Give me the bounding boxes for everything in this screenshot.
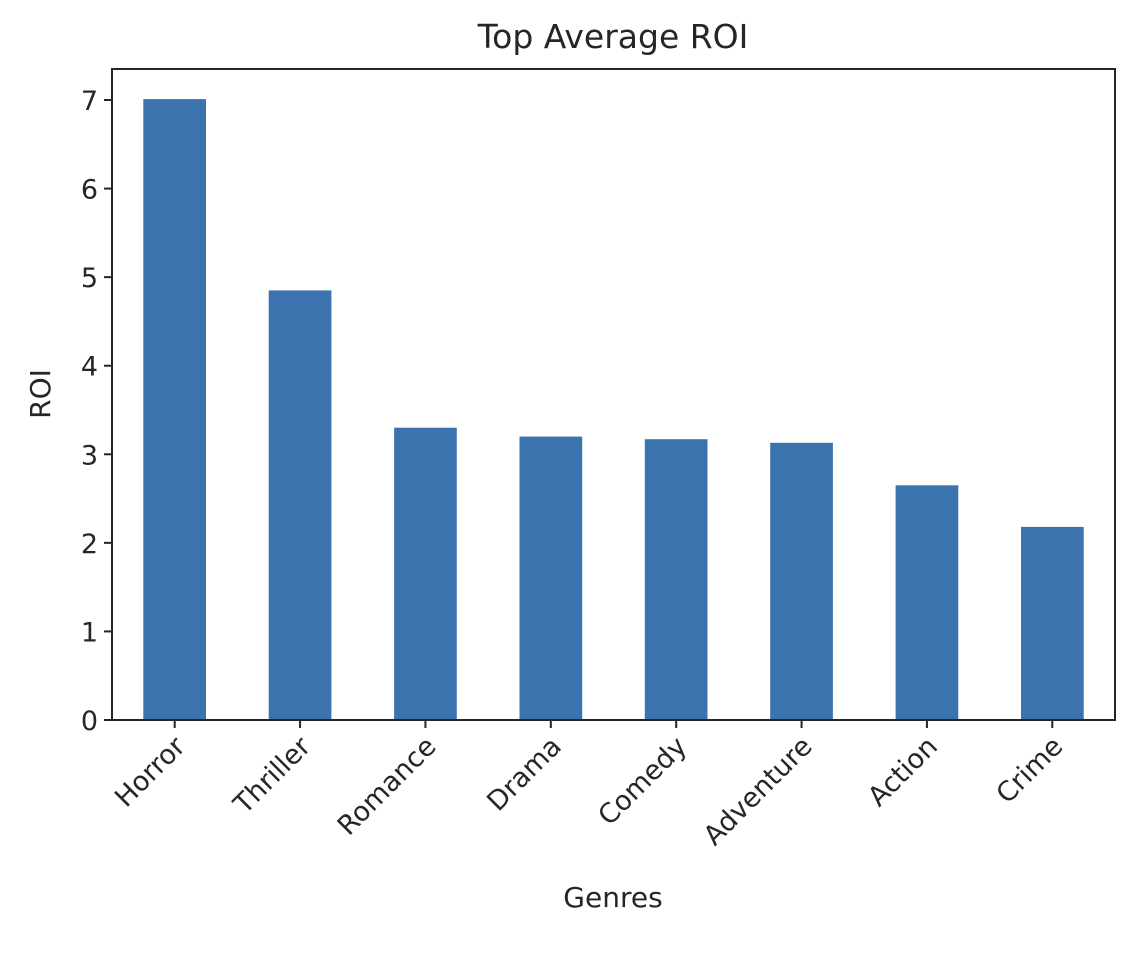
y-axis-ticks: 0 1 2 3 4 5 6 7: [81, 86, 112, 737]
y-tick-label: 3: [81, 440, 98, 471]
y-tick-label: 0: [81, 706, 98, 737]
x-tick-label: Comedy: [592, 731, 693, 832]
x-tick-label: Horror: [109, 730, 192, 813]
y-tick-label: 2: [81, 529, 98, 560]
bar-thriller: [268, 290, 332, 720]
chart-title: Top Average ROI: [477, 17, 749, 56]
y-tick-label: 5: [81, 263, 98, 294]
y-tick-label: 7: [81, 86, 98, 117]
bar-romance: [394, 427, 457, 720]
x-tick-label: Thriller: [227, 730, 317, 820]
bars-layer: [143, 99, 1084, 721]
x-axis-label: Genres: [563, 881, 662, 914]
x-tick-label: Romance: [332, 731, 443, 842]
x-tick-label: Action: [862, 731, 944, 813]
x-tick-label: Crime: [991, 731, 1070, 810]
bar-adventure: [770, 442, 833, 720]
bar-drama: [519, 436, 583, 720]
x-tick-label: Adventure: [698, 731, 819, 852]
bar-crime: [1021, 526, 1084, 720]
y-tick-label: 6: [81, 175, 98, 206]
x-tick-label: Drama: [481, 731, 567, 817]
y-axis-label: ROI: [24, 369, 57, 419]
bar-action: [895, 485, 959, 720]
bar-horror: [143, 99, 206, 721]
plot-area-frame: [111, 68, 1116, 721]
y-tick-label: 4: [81, 352, 98, 383]
bar-comedy: [644, 439, 708, 720]
y-tick-label: 1: [81, 617, 98, 648]
x-axis-ticks: Horror Thriller Romance Drama Comedy Adventur…: [109, 720, 1069, 852]
